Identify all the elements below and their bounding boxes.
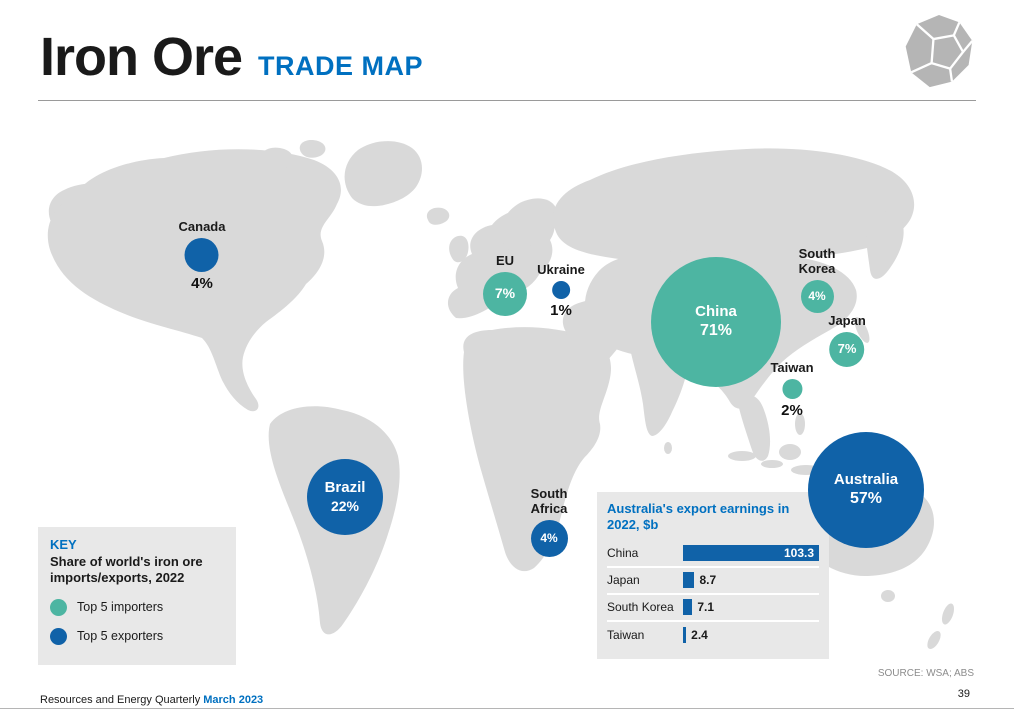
footer-publication: Resources and Energy Quarterly <box>40 694 204 706</box>
map-bubble-china: China 71% <box>651 257 781 387</box>
chart-title: Australia's export earnings in 2022, $b <box>607 501 790 533</box>
legend-item-exporters: Top 5 exporters <box>50 627 224 645</box>
map-bubble-eu: EU 7% <box>483 253 527 316</box>
country-label: Japan <box>828 313 866 328</box>
map-bubble-ukraine: Ukraine 1% <box>537 262 585 319</box>
bar-value: 7.1 <box>697 600 715 614</box>
bubble-value: 4% <box>808 288 826 303</box>
map-bubble-australia: Australia 57% <box>808 432 924 548</box>
bubble-value: 7% <box>494 285 516 302</box>
bar-label: Japan <box>607 573 640 587</box>
bar-label: China <box>607 546 639 560</box>
country-label: South Africa <box>530 486 568 516</box>
bar-value: 2.4 <box>691 628 708 642</box>
bar-label: Taiwan <box>607 628 645 642</box>
country-label: Australia <box>833 470 899 488</box>
key-panel: KEY Share of world's iron ore imports/ex… <box>38 527 236 665</box>
key-description: Share of world's iron ore imports/export… <box>50 554 203 586</box>
bar-row-china: China 103.3 <box>607 541 819 568</box>
legend: Top 5 importers Top 5 exporters <box>50 598 224 645</box>
bubble-value: 71% <box>699 322 733 340</box>
importer-dot-icon <box>50 598 67 616</box>
bubble-circle: 4% <box>800 279 834 313</box>
bar-track: 103.3 <box>683 545 819 561</box>
bubble-value: 2% <box>781 401 803 419</box>
exporter-dot-icon <box>50 627 67 645</box>
bubble-value: 4% <box>191 274 213 292</box>
source-note: SOURCE: WSA; ABS <box>877 668 974 679</box>
bubble-circle <box>551 280 570 299</box>
bubble-circle <box>781 378 802 399</box>
page-title: Iron Ore <box>40 27 243 87</box>
legend-item-importers: Top 5 importers <box>50 598 224 616</box>
country-label: China <box>695 302 737 320</box>
header-divider <box>38 100 976 101</box>
iron-ore-rock-logo-icon <box>905 15 974 88</box>
map-bubble-taiwan: Taiwan 2% <box>770 360 814 419</box>
country-label: South Korea <box>798 246 836 276</box>
bar-value: 103.3 <box>783 546 814 560</box>
bar-track: 2.4 <box>683 627 819 643</box>
map-bubble-japan: Japan 7% <box>828 313 866 367</box>
footer-text: Resources and Energy Quarterly March 202… <box>40 694 263 706</box>
bar-row-taiwan: Taiwan 2.4 <box>607 622 819 649</box>
bar <box>683 599 693 615</box>
bar-track: 7.1 <box>683 599 819 615</box>
bar-track: 8.7 <box>683 572 819 588</box>
bar-row-south-korea: South Korea 7.1 <box>607 595 819 622</box>
country-label: Ukraine <box>537 262 585 277</box>
bubble-circle: Brazil 22% <box>307 459 383 535</box>
page-subtitle: TRADE MAP <box>258 51 424 81</box>
footer-divider <box>0 708 1014 709</box>
bubble-circle <box>185 237 219 272</box>
country-label: Taiwan <box>770 360 814 375</box>
bubble-circle: 7% <box>483 271 527 316</box>
bar <box>683 627 687 643</box>
footer-date: March 2023 <box>203 694 264 706</box>
map-bubble-south-africa: South Africa 4% <box>522 486 576 557</box>
bar-row-japan: Japan 8.7 <box>607 568 819 595</box>
bar-label: South Korea <box>607 600 674 614</box>
bubble-value: 4% <box>540 530 558 545</box>
header: Iron Ore TRADE MAP <box>40 26 423 88</box>
bubble-circle: 7% <box>829 331 865 367</box>
bar <box>683 572 695 588</box>
country-label: EU <box>495 253 515 268</box>
bar: 103.3 <box>683 545 819 561</box>
bubble-value: 7% <box>837 341 857 357</box>
legend-label: Top 5 importers <box>77 600 164 614</box>
legend-label: Top 5 exporters <box>77 629 164 643</box>
country-label: Brazil <box>324 478 366 496</box>
page-number: 39 <box>957 688 970 700</box>
map-bubble-south-korea: South Korea 4% <box>790 246 844 313</box>
export-earnings-panel: Australia's export earnings in 2022, $b … <box>597 492 829 659</box>
bubble-value: 1% <box>550 301 572 319</box>
bubble-value: 57% <box>849 490 883 508</box>
bar-value: 8.7 <box>699 573 717 587</box>
map-bubble-canada: Canada 4% <box>178 219 226 292</box>
bubble-circle: China 71% <box>651 257 781 387</box>
key-title: KEY <box>50 537 77 552</box>
bubble-value: 22% <box>330 497 360 514</box>
country-label: Canada <box>178 219 226 234</box>
bubble-circle: Australia 57% <box>808 432 924 548</box>
map-bubble-brazil: Brazil 22% <box>307 459 383 535</box>
bubble-circle: 4% <box>530 519 568 557</box>
